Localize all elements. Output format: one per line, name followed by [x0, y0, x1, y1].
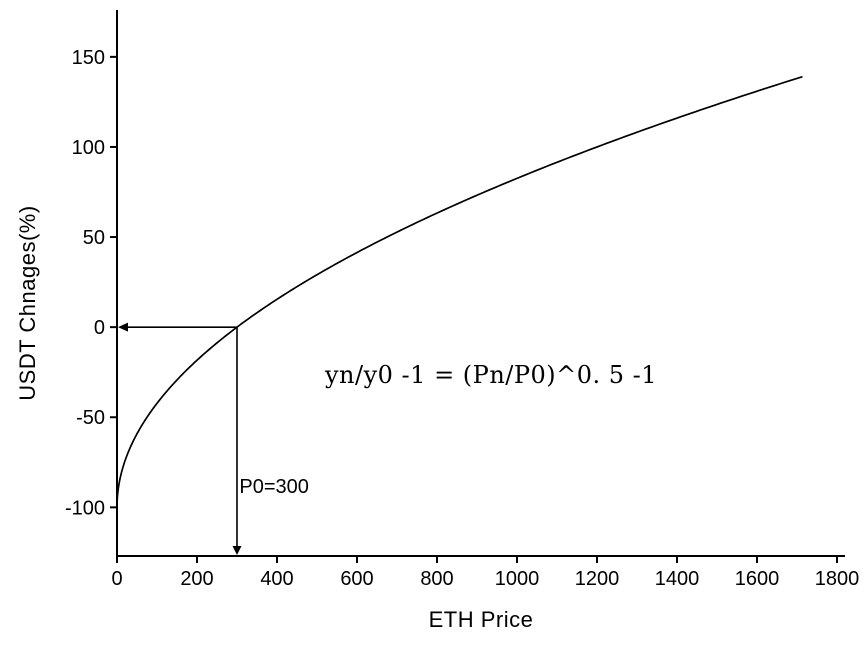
y-tick-label: 100 — [72, 137, 105, 159]
h-arrowhead-icon — [118, 322, 128, 332]
x-tick-label: 0 — [111, 568, 122, 590]
p0-annotation: P0=300 — [239, 476, 309, 498]
curve-line — [116, 76, 803, 502]
x-axis-title: ETH Price — [428, 607, 534, 632]
x-tick-label: 400 — [260, 568, 293, 590]
x-tick-label: 800 — [420, 568, 453, 590]
formula-annotation: yn/y0 -1 = (Pn/P0)^0. 5 -1 — [324, 361, 657, 389]
x-tick-label: 1800 — [815, 568, 860, 590]
x-tick-label: 200 — [180, 568, 213, 590]
y-axis-title: USDT Chnages(%) — [15, 205, 40, 401]
v-arrowhead-icon — [232, 546, 242, 555]
y-tick-label: 0 — [94, 317, 105, 339]
y-tick-label: -100 — [65, 497, 105, 519]
x-tick-label: 1600 — [735, 568, 780, 590]
y-tick-label: -50 — [76, 407, 105, 429]
y-tick-label: 150 — [72, 47, 105, 69]
x-tick-label: 1000 — [495, 568, 540, 590]
x-tick-label: 1200 — [575, 568, 620, 590]
y-tick-label: 50 — [83, 227, 105, 249]
x-tick-label: 600 — [340, 568, 373, 590]
x-tick-label: 1400 — [655, 568, 700, 590]
